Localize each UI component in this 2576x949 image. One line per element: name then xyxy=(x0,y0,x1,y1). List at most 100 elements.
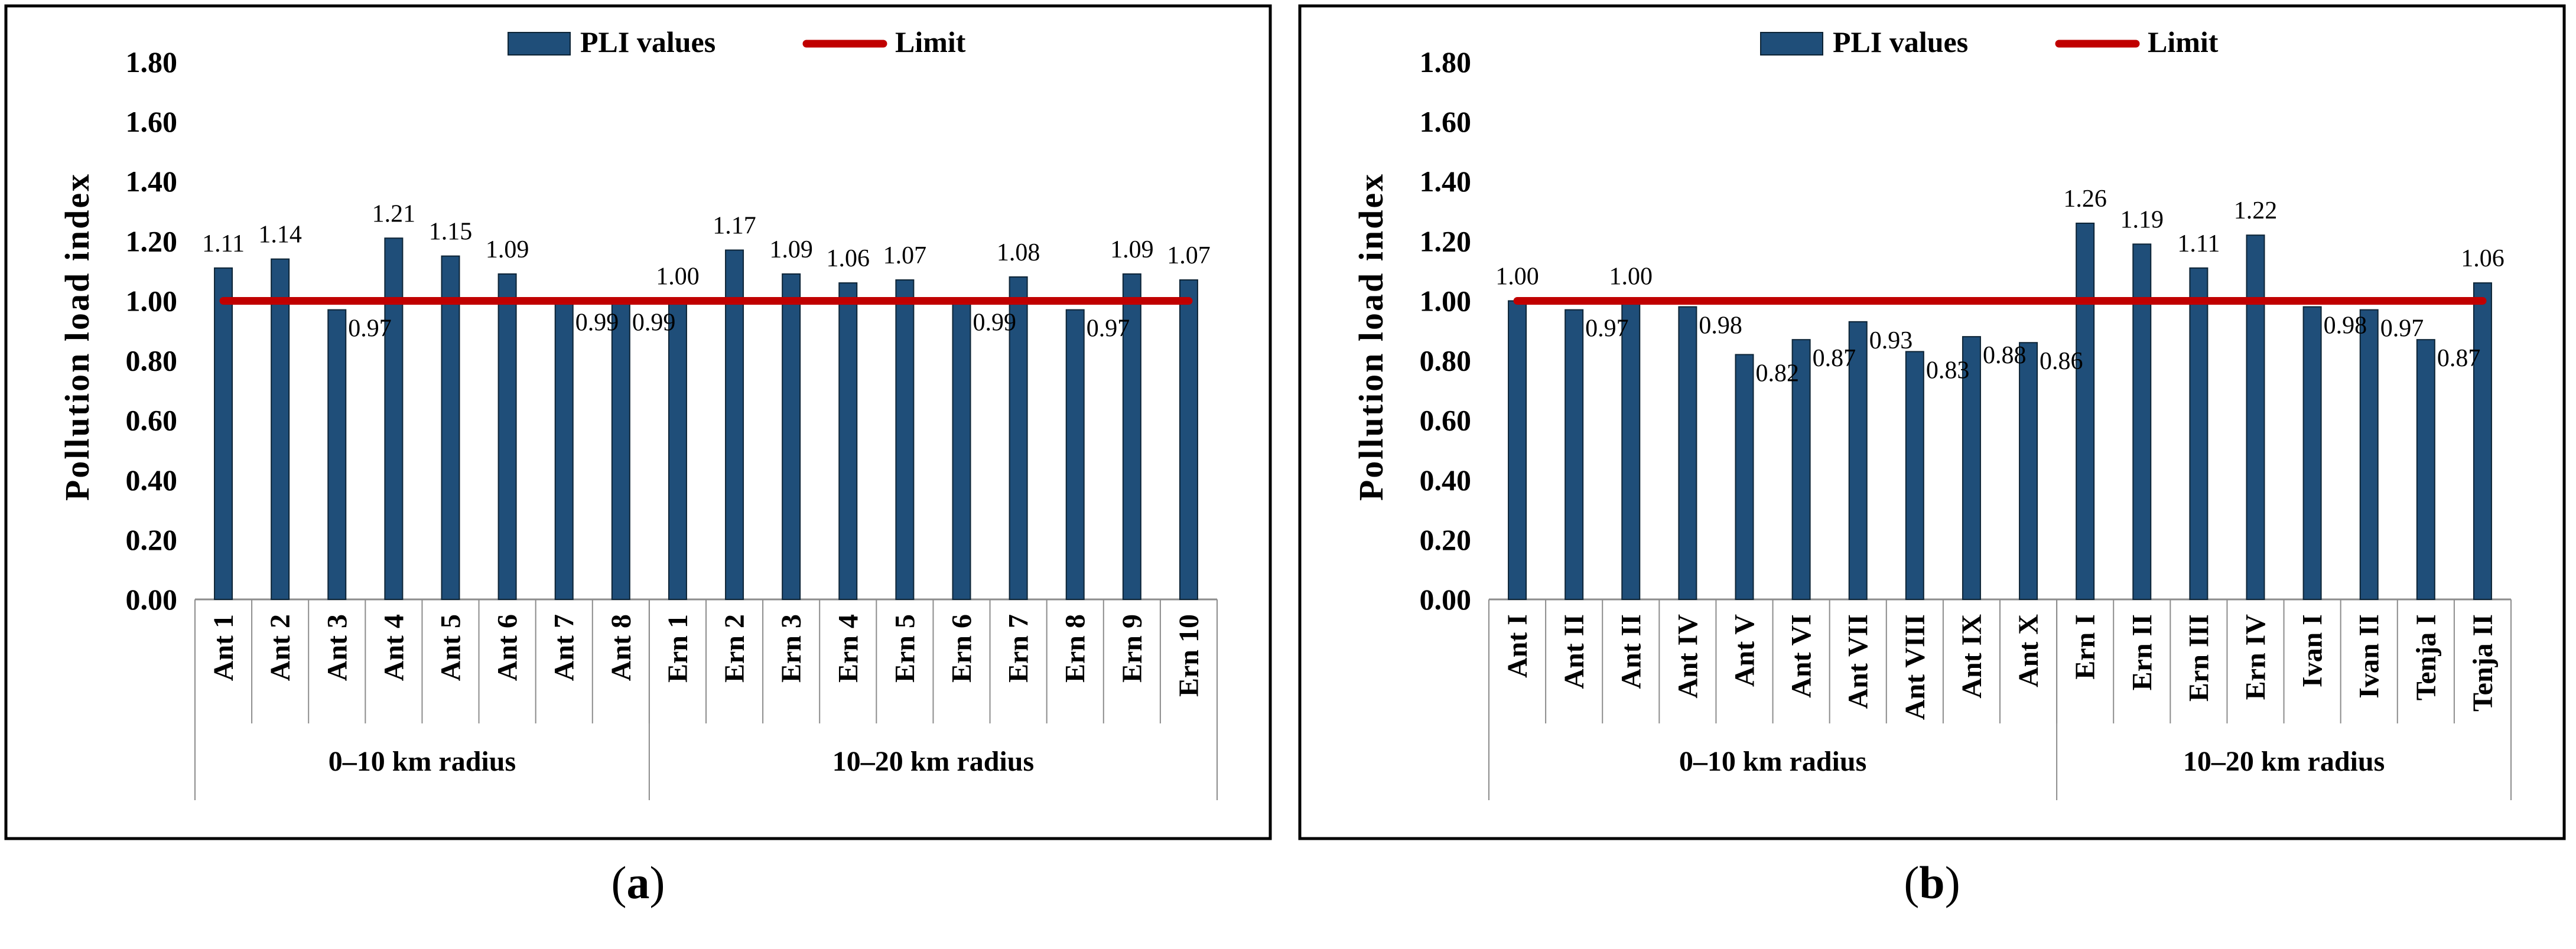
data-label: 0.99 xyxy=(632,309,676,337)
group-label: 10–20 km radius xyxy=(832,746,1034,777)
y-tick-label: 1.60 xyxy=(1420,105,1472,138)
chart-panel-a: 0.00 0.20 0.40 0.60 0.80 1.00 1.20 1.40 1.60 1.80… xyxy=(0,0,1276,949)
data-label: 1.00 xyxy=(1495,263,1539,290)
bar-11 xyxy=(2076,223,2095,600)
bar-4 xyxy=(1678,306,1697,600)
data-label: 0.86 xyxy=(2040,348,2083,375)
bar-15 xyxy=(1009,276,1028,600)
y-tick-label: 1.00 xyxy=(126,284,178,317)
data-label: 1.00 xyxy=(1609,263,1653,290)
bar-8 xyxy=(611,303,630,600)
x-category-label: Ant IX xyxy=(1956,614,1988,699)
data-label: 1.07 xyxy=(883,242,927,269)
x-category-label: Ant II xyxy=(1615,614,1647,689)
y-tick-label: 1.60 xyxy=(126,105,178,138)
y-tick-label: 0.80 xyxy=(126,344,178,377)
x-category-label: Ern III xyxy=(2183,614,2214,702)
bar-11 xyxy=(782,273,801,600)
x-category-label: Tenja II xyxy=(2467,614,2499,712)
chart-b-svg: 0.00 0.20 0.40 0.60 0.80 1.00 1.20 1.40 1.60 1.80… xyxy=(1298,4,2566,840)
y-tick-label: 1.20 xyxy=(1420,224,1472,257)
y-tick-label: 1.40 xyxy=(1420,165,1472,198)
data-label: 1.11 xyxy=(202,230,245,257)
data-label: 1.09 xyxy=(486,236,529,263)
group-label: 0–10 km radius xyxy=(1679,746,1866,777)
bar-17 xyxy=(2416,339,2435,601)
x-category-label: Ant X xyxy=(2013,614,2044,687)
x-category-label: Ern 8 xyxy=(1060,614,1091,683)
y-axis-title: Pollution load index xyxy=(58,172,96,501)
bar-13 xyxy=(2189,267,2209,601)
x-category-label: Ant VII xyxy=(1843,614,1874,709)
bar-16 xyxy=(1065,309,1085,600)
bar-7 xyxy=(1848,321,1868,600)
x-category-label: Ern 7 xyxy=(1003,614,1035,683)
legend-line-label: Limit xyxy=(895,25,966,58)
bar-12 xyxy=(838,282,858,601)
x-category-label: Tenja I xyxy=(2411,614,2442,700)
data-label: 1.09 xyxy=(769,236,813,263)
x-category-label: Ant 8 xyxy=(606,614,637,681)
data-label: 1.26 xyxy=(2063,185,2107,213)
group-label: 10–20 km radius xyxy=(2183,746,2385,777)
x-category-label: Ern 6 xyxy=(947,614,978,683)
bar-18 xyxy=(1179,279,1198,600)
y-tick-label: 0.60 xyxy=(1420,404,1472,437)
bar-10 xyxy=(725,249,744,600)
x-category-label: Ern I xyxy=(2070,614,2101,680)
bar-1 xyxy=(214,267,233,601)
x-category-label: Ern 4 xyxy=(832,614,864,683)
bar-9 xyxy=(668,300,687,600)
x-category-label: Ant 1 xyxy=(208,614,239,681)
data-label: 0.93 xyxy=(1869,327,1913,354)
group-label: 0–10 km radius xyxy=(328,746,516,777)
data-label: 1.09 xyxy=(1110,236,1154,263)
legend-bar-label: PLI values xyxy=(1833,25,1968,58)
y-tick-label: 1.40 xyxy=(126,165,178,198)
data-label: 1.11 xyxy=(2177,230,2220,257)
bar-5 xyxy=(1735,354,1754,600)
data-label: 0.97 xyxy=(2380,315,2424,343)
data-label: 1.06 xyxy=(2461,245,2505,272)
x-category-label: Ant I xyxy=(1502,614,1533,678)
x-category-label: Ant VIII xyxy=(1900,614,1931,720)
chart-a-svg: 0.00 0.20 0.40 0.60 0.80 1.00 1.20 1.40 1.60 1.80… xyxy=(4,4,1272,840)
x-category-label: Ant 3 xyxy=(321,614,353,681)
data-label: 0.97 xyxy=(1585,315,1628,343)
legend-bar-label: PLI values xyxy=(580,25,715,58)
chart-panel-b: 0.00 0.20 0.40 0.60 0.80 1.00 1.20 1.40 1.60 1.80… xyxy=(1294,0,2570,949)
bar-8 xyxy=(1905,351,1924,601)
x-category-label: Ant IV xyxy=(1672,614,1703,699)
y-tick-label: 1.80 xyxy=(1420,45,1472,79)
y-axis-title: Pollution load index xyxy=(1352,172,1390,501)
data-label: 0.87 xyxy=(2437,345,2481,372)
bar-6 xyxy=(497,273,517,600)
data-label: 1.19 xyxy=(2120,206,2164,233)
bar-13 xyxy=(895,279,915,600)
x-category-label: Ant II xyxy=(1559,614,1590,689)
x-category-label: Ern 3 xyxy=(776,614,807,683)
data-label: 1.17 xyxy=(713,213,756,240)
x-category-label: Ern 5 xyxy=(889,614,921,683)
data-label: 1.21 xyxy=(372,200,416,227)
data-label: 1.22 xyxy=(2234,197,2278,224)
x-category-label: Ivan II xyxy=(2354,614,2385,699)
data-label: 0.83 xyxy=(1926,357,1970,384)
x-category-label: Ant 2 xyxy=(265,614,296,681)
bar-3 xyxy=(327,309,347,600)
legend-line-label: Limit xyxy=(2148,25,2219,58)
x-category-label: Ant VI xyxy=(1786,614,1817,698)
y-tick-label: 0.20 xyxy=(1420,523,1472,556)
data-label: 0.97 xyxy=(348,315,392,343)
bar-3 xyxy=(1621,300,1641,600)
legend-bar-swatch xyxy=(1760,32,1823,56)
y-tick-label: 1.80 xyxy=(126,45,178,79)
bar-1 xyxy=(1508,300,1527,600)
bar-16 xyxy=(2359,309,2379,600)
data-label: 0.98 xyxy=(1699,312,1742,340)
x-category-label: Ern 9 xyxy=(1117,614,1148,683)
bar-7 xyxy=(554,303,574,600)
data-label: 0.87 xyxy=(1813,345,1856,372)
data-label: 1.07 xyxy=(1167,242,1211,269)
caption-a: (a) xyxy=(611,857,665,908)
